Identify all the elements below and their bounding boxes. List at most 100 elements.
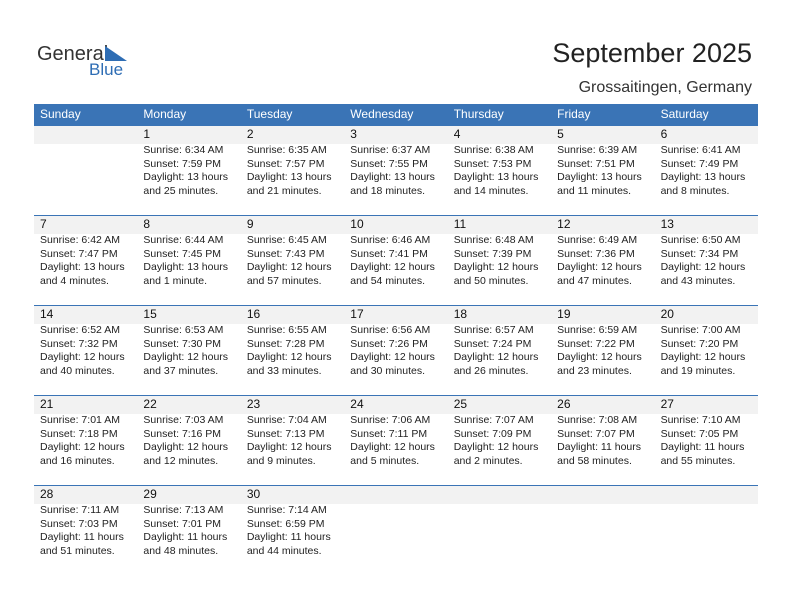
day-info: and 12 minutes. — [143, 454, 219, 467]
day-info: Sunrise: 7:14 AM — [246, 504, 327, 516]
day-number: 17 — [350, 307, 364, 321]
day-number: 7 — [40, 217, 47, 231]
day-number: 19 — [557, 307, 571, 321]
day-info: and 11 minutes. — [557, 184, 632, 197]
day-info: and 43 minutes. — [660, 274, 736, 287]
weekday: Sunday — [40, 107, 81, 121]
day-info: Sunset: 7:32 PM — [40, 337, 118, 350]
day-info: and 4 minutes. — [40, 274, 109, 287]
weekday: Saturday — [660, 107, 709, 121]
day-info: Daylight: 12 hours — [557, 261, 642, 273]
day-info: Daylight: 11 hours — [40, 531, 124, 543]
day-number: 30 — [246, 487, 261, 501]
day-info: Sunrise: 6:35 AM — [246, 144, 327, 156]
day-info: Sunset: 7:59 PM — [143, 157, 222, 170]
day-info: Daylight: 12 hours — [350, 441, 435, 453]
day-info: Sunrise: 7:08 AM — [557, 414, 638, 426]
day-number: 28 — [40, 487, 54, 501]
day-info: Sunset: 7:39 PM — [453, 247, 532, 260]
day-info: Sunset: 7:51 PM — [557, 157, 635, 170]
day-info: and 33 minutes. — [246, 364, 322, 377]
week-band — [34, 125, 758, 144]
day-info: Daylight: 12 hours — [246, 441, 332, 453]
day-number: 3 — [350, 127, 357, 141]
day-info: Sunset: 7:55 PM — [350, 157, 428, 170]
day-number: 15 — [143, 307, 157, 321]
day-info: Sunrise: 7:03 AM — [143, 414, 224, 426]
day-info: and 1 minute. — [143, 274, 208, 287]
day-number: 13 — [660, 217, 674, 231]
day-info: and 25 minutes. — [143, 184, 219, 197]
day-info: Sunset: 7:09 PM — [453, 427, 532, 440]
day-info: Sunrise: 7:01 AM — [40, 414, 120, 426]
day-number: 14 — [40, 307, 54, 321]
day-info: Daylight: 12 hours — [660, 351, 746, 363]
day-info: Sunrise: 7:13 AM — [143, 504, 224, 516]
day-info: Daylight: 11 hours — [660, 441, 745, 453]
day-info: Sunset: 7:16 PM — [143, 427, 222, 440]
week-band — [34, 485, 758, 504]
day-info: Daylight: 12 hours — [143, 441, 229, 453]
day-info: Daylight: 12 hours — [453, 441, 539, 453]
day-info: Sunrise: 6:50 AM — [660, 234, 741, 246]
day-info: Daylight: 13 hours — [143, 261, 229, 273]
day-info: Sunset: 7:01 PM — [143, 517, 222, 530]
day-info: Sunrise: 6:42 AM — [40, 234, 120, 246]
day-info: Daylight: 13 hours — [143, 171, 229, 183]
day-info: Sunrise: 6:39 AM — [557, 144, 638, 156]
day-info: and 54 minutes. — [350, 274, 425, 287]
day-info: Sunrise: 6:46 AM — [350, 234, 431, 246]
day-info: Daylight: 12 hours — [453, 351, 539, 363]
day-info: Sunset: 7:13 PM — [246, 427, 325, 440]
day-number: 18 — [453, 307, 468, 321]
logo-word: General — [37, 43, 109, 65]
week-band — [34, 395, 758, 414]
day-number: 27 — [660, 397, 674, 411]
logo-icon — [105, 46, 127, 61]
day-number: 16 — [246, 307, 261, 321]
day-info: Daylight: 12 hours — [660, 261, 746, 273]
day-info: Sunset: 7:53 PM — [453, 157, 532, 170]
day-info: and 37 minutes. — [143, 364, 219, 377]
day-info: Sunrise: 6:59 AM — [557, 324, 638, 336]
weekday: Wednesday — [350, 107, 414, 121]
day-info: Daylight: 13 hours — [453, 171, 539, 183]
day-info: Sunset: 7:20 PM — [660, 337, 739, 350]
day-info: Sunrise: 6:34 AM — [143, 144, 224, 156]
day-info: Sunrise: 6:49 AM — [557, 234, 638, 246]
day-info: and 50 minutes. — [453, 274, 529, 287]
day-info: Sunset: 7:22 PM — [557, 337, 635, 350]
day-info: and 23 minutes. — [557, 364, 632, 377]
day-info: and 19 minutes. — [660, 364, 736, 377]
day-info: Sunrise: 7:00 AM — [660, 324, 741, 336]
day-number: 24 — [350, 397, 364, 411]
day-info: Sunset: 6:59 PM — [246, 517, 325, 530]
day-number: 9 — [246, 217, 254, 231]
day-info: Daylight: 12 hours — [246, 261, 332, 273]
weekday-header — [34, 104, 758, 125]
day-info: Sunset: 7:26 PM — [350, 337, 428, 350]
day-info: Daylight: 12 hours — [557, 351, 642, 363]
day-info: Sunset: 7:57 PM — [246, 157, 325, 170]
weekday: Thursday — [453, 107, 504, 121]
day-number: 2 — [246, 127, 254, 141]
day-info: Sunrise: 6:37 AM — [350, 144, 431, 156]
week-band — [34, 215, 758, 234]
day-number: 5 — [557, 127, 564, 141]
week-band — [34, 305, 758, 324]
day-info: Sunset: 7:05 PM — [660, 427, 739, 440]
day-info: Daylight: 13 hours — [350, 171, 435, 183]
title: September 2025 — [552, 38, 752, 68]
day-info: Sunrise: 6:44 AM — [143, 234, 224, 246]
day-info: Sunset: 7:45 PM — [143, 247, 222, 260]
day-info: Sunrise: 6:57 AM — [453, 324, 534, 336]
day-info: Sunrise: 7:10 AM — [660, 414, 741, 426]
day-number: 25 — [453, 397, 468, 411]
day-info: and 58 minutes. — [557, 454, 632, 467]
day-info: Daylight: 11 hours — [143, 531, 228, 543]
day-info: Daylight: 12 hours — [350, 261, 435, 273]
day-info: Sunrise: 6:45 AM — [246, 234, 327, 246]
day-info: Daylight: 13 hours — [40, 261, 125, 273]
day-number: 22 — [143, 397, 157, 411]
day-info: Daylight: 13 hours — [557, 171, 642, 183]
